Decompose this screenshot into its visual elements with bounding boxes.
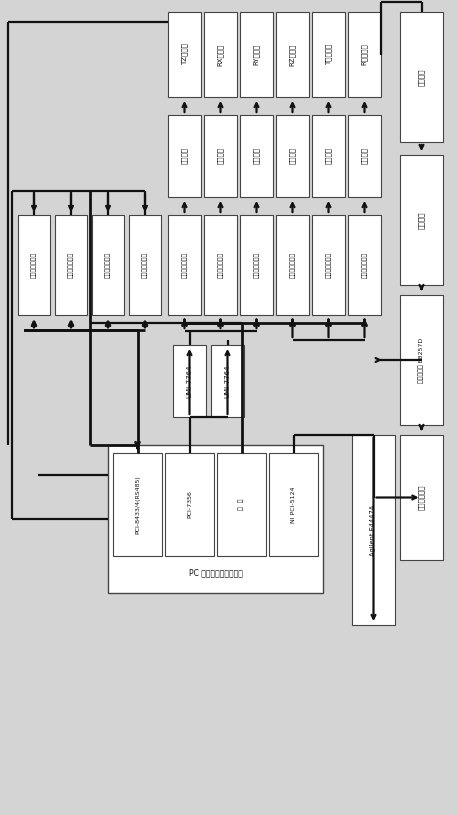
Bar	[168, 215, 201, 315]
Text: PCI-8433/4(RS485): PCI-8433/4(RS485)	[135, 475, 140, 534]
Bar	[400, 155, 443, 285]
Bar	[348, 115, 381, 197]
Text: UMI-7764: UMI-7764	[224, 364, 230, 398]
Text: 微波信号接收: 微波信号接收	[418, 485, 425, 510]
Bar	[165, 453, 214, 556]
Text: RZ轴运动: RZ轴运动	[289, 43, 296, 66]
Text: 激光测距传感器: 激光测距传感器	[68, 252, 74, 278]
Text: 激光测距传感器: 激光测距传感器	[31, 252, 37, 278]
Bar	[400, 435, 443, 560]
Text: 步进电机驱动器: 步进电机驱动器	[218, 252, 224, 278]
Bar	[240, 12, 273, 97]
Bar	[269, 453, 318, 556]
Bar	[211, 345, 244, 417]
Bar	[400, 295, 443, 425]
Bar	[204, 12, 237, 97]
Bar	[348, 215, 381, 315]
Text: 发射天线: 发射天线	[418, 68, 425, 86]
Text: 步进电机: 步进电机	[325, 148, 332, 165]
Text: 接收天线: 接收天线	[418, 211, 425, 229]
Text: 步进电机驱动器: 步进电机驱动器	[290, 252, 295, 278]
Bar	[352, 435, 395, 625]
Bar	[173, 345, 206, 417]
Bar	[217, 453, 266, 556]
Text: 步进电机驱动器: 步进电机驱动器	[182, 252, 187, 278]
Bar	[276, 115, 309, 197]
Text: R旋转运动: R旋转运动	[361, 44, 368, 65]
Bar	[348, 12, 381, 97]
Text: PCI-7356: PCI-7356	[187, 491, 192, 518]
Text: NI PCI-5124: NI PCI-5124	[291, 487, 296, 522]
Bar	[312, 115, 345, 197]
Text: 步进电机: 步进电机	[361, 148, 368, 165]
Bar	[400, 12, 443, 142]
Text: 微波信号源 E8257D: 微波信号源 E8257D	[419, 337, 424, 382]
Text: 步进电机: 步进电机	[253, 148, 260, 165]
Bar	[168, 12, 201, 97]
Bar	[240, 115, 273, 197]
Text: 激光测距传感器: 激光测距传感器	[105, 252, 111, 278]
Text: TZ轴运动: TZ轴运动	[181, 43, 188, 65]
Bar	[240, 215, 273, 315]
Bar	[18, 215, 50, 315]
Text: 步进电机驱动器: 步进电机驱动器	[326, 252, 331, 278]
Bar	[92, 215, 124, 315]
Text: 步进电机驱动器: 步进电机驱动器	[254, 252, 259, 278]
Bar	[168, 115, 201, 197]
Bar	[276, 215, 309, 315]
Text: 步进电机: 步进电机	[289, 148, 296, 165]
Text: RX轴运动: RX轴运动	[217, 43, 224, 66]
Text: 步进电机: 步进电机	[217, 148, 224, 165]
Text: T旋转运动: T旋转运动	[325, 44, 332, 65]
Text: 步进电机驱动器: 步进电机驱动器	[362, 252, 367, 278]
Bar	[312, 215, 345, 315]
Text: 图  卡: 图 卡	[239, 499, 244, 510]
Text: Agilent E4447A: Agilent E4447A	[371, 504, 376, 556]
Text: UMI-7764: UMI-7764	[186, 364, 192, 398]
Bar	[108, 445, 323, 593]
Bar	[129, 215, 161, 315]
Text: 激光测距传感器: 激光测距传感器	[142, 252, 148, 278]
Bar	[276, 12, 309, 97]
Bar	[204, 115, 237, 197]
Text: RY轴运动: RY轴运动	[253, 44, 260, 65]
Text: 步进电机: 步进电机	[181, 148, 188, 165]
Bar	[113, 453, 162, 556]
Bar	[312, 12, 345, 97]
Bar	[204, 215, 237, 315]
Text: PC 个人计算机控制系统: PC 个人计算机控制系统	[189, 569, 242, 578]
Bar	[55, 215, 87, 315]
